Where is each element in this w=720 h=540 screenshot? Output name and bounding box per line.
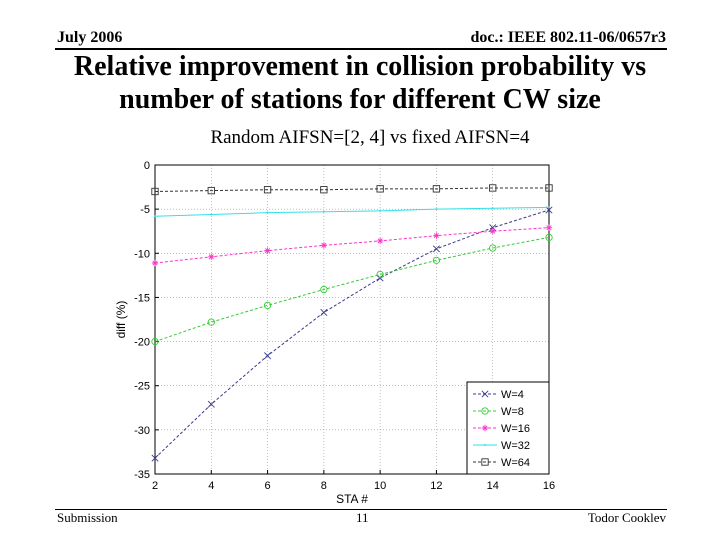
data-point (545, 233, 553, 242)
axis-ticks: 2 4 6 8 10 12 14 16 0 -5 -10 -15 -20 -25 -30 -35 (134, 160, 555, 492)
data-point (320, 308, 328, 316)
series-group (151, 184, 553, 462)
data-point (489, 224, 497, 232)
series-w-64 (151, 184, 553, 196)
legend-entry: W=4 (473, 389, 524, 401)
chart-subtitle: Random AIFSN=[2, 4] vs fixed AIFSN=4 (210, 127, 530, 148)
footer-submission: Submission (57, 510, 118, 525)
data-point (432, 245, 440, 253)
x-tick-label: 14 (487, 480, 499, 492)
legend-marker (484, 444, 486, 446)
legend-label: W=8 (501, 406, 524, 418)
data-point (432, 256, 441, 264)
series-w-32 (154, 206, 550, 218)
data-point (320, 285, 328, 294)
y-tick-label: -5 (140, 204, 150, 216)
data-point (376, 185, 384, 193)
data-point (489, 244, 497, 252)
data-point (376, 237, 384, 245)
data-point (545, 224, 553, 231)
legend-label: W=16 (501, 423, 530, 435)
header-doc-id: doc.: IEEE 802.11-06/0657r3 (470, 29, 666, 46)
data-point (320, 186, 328, 194)
legend-entry: W=32 (473, 440, 530, 452)
series-line (154, 236, 550, 343)
x-tick-label: 2 (152, 480, 158, 492)
header-date: July 2006 (57, 29, 123, 46)
data-point (207, 186, 215, 195)
plot-area (154, 164, 550, 475)
data-point (263, 186, 272, 194)
x-tick-label: 4 (208, 480, 214, 492)
series-w-16 (151, 224, 553, 267)
data-point (548, 206, 550, 209)
x-tick-label: 16 (543, 480, 555, 492)
legend-entry: W=64 (473, 457, 530, 469)
data-point (489, 228, 496, 235)
legend-label: W=4 (501, 389, 524, 401)
data-point (264, 247, 271, 254)
data-point (207, 400, 215, 408)
legend-marker (481, 424, 489, 432)
y-axis-label: diff (%) (114, 301, 128, 339)
x-axis-label: STA # (336, 492, 368, 506)
data-point (207, 318, 215, 326)
legend-marker (481, 458, 489, 466)
header-rule (55, 48, 667, 50)
data-point (376, 270, 384, 279)
data-point (210, 213, 213, 216)
data-point (432, 185, 441, 193)
legend-entry: W=8 (473, 406, 524, 418)
y-tick-label: -25 (134, 381, 150, 393)
y-tick-label: -20 (134, 337, 150, 349)
data-point (266, 211, 269, 214)
data-point (208, 253, 215, 261)
data-point (489, 184, 497, 192)
data-point (151, 259, 159, 267)
data-point (151, 337, 159, 346)
y-tick-label: -30 (134, 425, 150, 437)
data-point (322, 210, 325, 213)
data-point (491, 207, 494, 210)
footer-rule (55, 509, 667, 510)
x-tick-label: 8 (321, 480, 327, 492)
data-point (379, 209, 382, 212)
y-tick-label: -10 (134, 248, 150, 260)
legend-label: W=64 (501, 457, 530, 469)
data-point (264, 352, 272, 360)
slide-title-line2: number of stations for different CW size (119, 84, 601, 115)
footer-page-number: 11 (356, 510, 369, 525)
series-line (154, 209, 550, 459)
y-tick-label: -15 (134, 292, 150, 304)
slide-title: Relative improvement in collision probab… (0, 50, 720, 116)
legend-entry: W=16 (473, 423, 530, 435)
series-w-8 (151, 233, 553, 346)
series-line (154, 206, 550, 217)
series-line (154, 227, 550, 264)
y-tick-label: 0 (144, 160, 150, 172)
x-tick-label: 12 (430, 480, 442, 492)
legend: W=4 W=8 W=16 W=32 W=64 (466, 381, 550, 475)
data-point (545, 184, 553, 192)
data-point (151, 187, 159, 196)
legend-marker (481, 390, 489, 398)
x-tick-label: 6 (265, 480, 271, 492)
slide-title-line1: Relative improvement in collision probab… (73, 51, 647, 82)
legend-label: W=32 (501, 440, 530, 452)
y-tick-label: -35 (134, 469, 150, 481)
legend-marker (481, 407, 489, 415)
data-point (263, 301, 272, 310)
footer-author: Todor Cooklev (587, 510, 666, 525)
data-point (320, 242, 328, 249)
data-point (154, 215, 156, 218)
data-point (435, 208, 438, 211)
series-line (154, 187, 549, 192)
data-point (151, 454, 159, 462)
data-point (433, 232, 440, 239)
x-tick-label: 10 (374, 480, 386, 492)
